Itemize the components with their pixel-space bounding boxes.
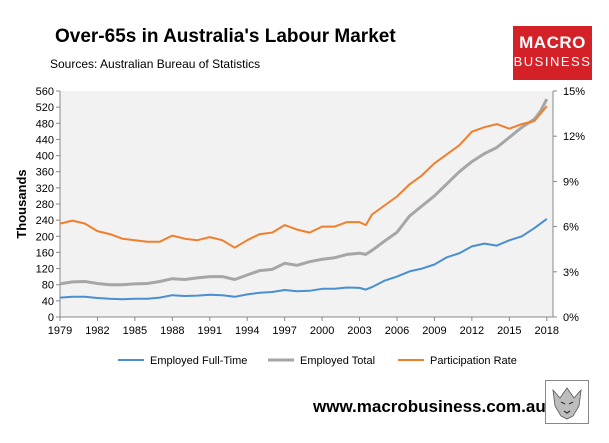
wolf-badge-icon xyxy=(545,380,589,424)
y-tick-label: 200 xyxy=(36,231,54,243)
y-tick-label: 240 xyxy=(36,215,54,227)
y2-tick-label: 12% xyxy=(563,131,585,143)
x-tick-label: 1982 xyxy=(85,325,109,337)
x-tick-label: 2015 xyxy=(497,325,521,337)
plot-area xyxy=(60,91,553,317)
y-tick-label: 160 xyxy=(36,247,54,259)
series-line-employed-total xyxy=(59,98,549,287)
x-tick-label: 2009 xyxy=(422,325,446,337)
y-tick-label: 480 xyxy=(36,118,54,130)
x-tick-label: 2003 xyxy=(347,325,371,337)
y-tick-label: 280 xyxy=(36,199,54,211)
x-tick-label: 2000 xyxy=(310,325,334,337)
x-tick-label: 1988 xyxy=(160,325,184,337)
logo-line-1: MACRO xyxy=(519,33,586,52)
x-tick-label: 1994 xyxy=(235,325,259,337)
x-tick-label: 1991 xyxy=(198,325,222,337)
y2-tick-label: 3% xyxy=(563,267,579,279)
chart-title: Over-65s in Australia's Labour Market xyxy=(55,26,396,47)
legend-label: Participation Rate xyxy=(430,355,517,367)
y-tick-label: 560 xyxy=(36,86,54,98)
y2-tick-label: 15% xyxy=(563,86,585,98)
y-tick-label: 120 xyxy=(36,264,54,276)
y-tick-label: 320 xyxy=(36,183,54,195)
y-tick-label: 400 xyxy=(36,151,54,163)
y-tick-label: 40 xyxy=(42,296,54,308)
x-tick-label: 2012 xyxy=(460,325,484,337)
x-tick-label: 1979 xyxy=(48,325,72,337)
chart-source: Sources: Australian Bureau of Statistics xyxy=(50,57,261,71)
logo-line-2: BUSINESS xyxy=(513,54,592,69)
y-tick-label: 440 xyxy=(36,134,54,146)
y2-tick-label: 6% xyxy=(563,222,579,234)
legend-label: Employed Total xyxy=(300,355,375,367)
y-axis-label: Thousands xyxy=(14,169,29,238)
x-tick-label: 2006 xyxy=(385,325,409,337)
x-tick-label: 1997 xyxy=(272,325,296,337)
y2-tick-label: 0% xyxy=(563,312,579,324)
y-tick-label: 0 xyxy=(48,312,54,324)
y-tick-label: 360 xyxy=(36,167,54,179)
macrobusiness-logo: MACRO BUSINESS xyxy=(513,26,592,80)
footer-url[interactable]: www.macrobusiness.com.au xyxy=(313,397,546,416)
x-tick-label: 2018 xyxy=(535,325,559,337)
series-line-employed-full-time xyxy=(59,218,548,301)
legend-label: Employed Full-Time xyxy=(150,355,247,367)
y-tick-label: 520 xyxy=(36,102,54,114)
y-tick-label: 80 xyxy=(42,280,54,292)
x-tick-label: 1985 xyxy=(123,325,147,337)
y2-tick-label: 9% xyxy=(563,176,579,188)
series-line-participation-rate xyxy=(59,105,548,249)
